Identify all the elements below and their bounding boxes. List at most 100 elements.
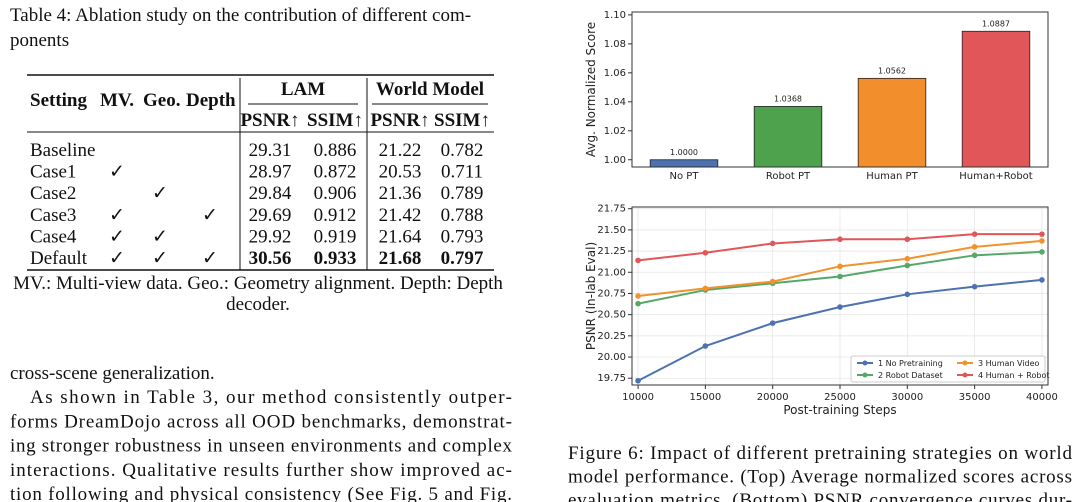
x-tick-label: Human PT — [866, 171, 918, 182]
figure-caption: model performance. (Top) Average normali… — [568, 467, 1072, 488]
table-cell: 29.84 — [249, 183, 292, 204]
x-axis-label: Post-training Steps — [783, 403, 896, 417]
table-note: MV.: Multi-view data. Geo.: Geometry ali… — [13, 273, 503, 294]
legend-swatch — [962, 360, 968, 366]
data-point — [904, 262, 911, 269]
data-point — [769, 240, 776, 247]
table-cell: Case4 — [30, 226, 77, 247]
table-caption: Table 4: Ablation study on the contribut… — [10, 5, 471, 26]
y-tick-label: 1.10 — [604, 10, 626, 21]
table-cell: 0.793 — [441, 226, 484, 247]
y-tick-label: 1.06 — [604, 68, 626, 79]
plot-frame — [631, 11, 1049, 168]
data-point — [702, 249, 709, 256]
y-tick-label: 21.75 — [597, 204, 626, 215]
body-text: tion following and physical consistency … — [10, 484, 512, 502]
body-text: interactions. Qualitative results furthe… — [10, 460, 512, 481]
table-cell: 28.97 — [249, 162, 292, 183]
figure-caption: Figure 6: Impact of different pretrainin… — [568, 443, 1073, 464]
y-tick-label: 21.00 — [597, 267, 626, 278]
table-cell: 21.42 — [379, 205, 422, 226]
table-cell: 0.886 — [314, 140, 357, 161]
y-tick-label: 1.00 — [604, 155, 626, 166]
table-subheader: PSNR↑ — [370, 110, 429, 131]
data-point — [1039, 238, 1045, 244]
y-axis-label: PSNR (In-lab Eval) — [584, 242, 598, 350]
y-tick-label: 20.00 — [597, 352, 626, 363]
y-tick-label: 21.50 — [597, 225, 626, 236]
table-cell: 0.788 — [441, 205, 484, 226]
data-point — [635, 293, 641, 299]
body-text: As shown in Table 3, our method consiste… — [30, 387, 512, 408]
body-text: forms DreamDojo across all OOD benchmark… — [10, 411, 512, 432]
table-cell: 21.22 — [379, 140, 422, 161]
legend-label: 3 Human Video — [978, 359, 1040, 368]
data-point — [837, 304, 843, 310]
data-point — [635, 257, 641, 264]
data-point — [904, 236, 911, 243]
bar — [649, 159, 719, 168]
bar — [857, 77, 927, 168]
table-cell: 0.933 — [314, 248, 357, 269]
table-cell: Case2 — [30, 183, 76, 204]
y-tick-label: 1.08 — [604, 39, 626, 50]
data-point — [904, 255, 911, 262]
value-label: 1.0000 — [670, 148, 698, 157]
table-cell: 29.69 — [249, 205, 292, 226]
table-cell: Case3 — [30, 205, 76, 226]
data-point — [702, 343, 709, 349]
table-cell: Default — [30, 248, 88, 269]
table-cell: ✓ — [109, 205, 125, 226]
x-tick-label: 40000 — [1026, 392, 1058, 403]
value-label: 1.0562 — [878, 66, 906, 75]
data-point — [971, 244, 978, 250]
table-cell: Baseline — [30, 140, 95, 161]
data-point — [1039, 231, 1045, 237]
table-cell: 30.56 — [249, 248, 292, 269]
table-cell: 29.92 — [249, 226, 292, 247]
table-cell: 29.31 — [249, 140, 292, 161]
x-tick-label: 35000 — [959, 392, 991, 403]
table-cell: ✓ — [152, 183, 168, 204]
y-tick-label: 19.75 — [597, 373, 626, 384]
table-cell: 21.64 — [379, 226, 422, 247]
legend-label: 4 Human + Robot — [978, 371, 1049, 380]
data-point — [904, 291, 911, 298]
data-point — [971, 283, 978, 290]
table-cell: ✓ — [152, 226, 168, 247]
data-point — [971, 252, 978, 259]
legend-swatch — [962, 372, 968, 378]
table-cell: 0.789 — [441, 183, 484, 204]
x-tick-label: No PT — [670, 171, 700, 182]
table-cell: 0.797 — [441, 248, 484, 269]
y-tick-label: 1.04 — [604, 97, 626, 108]
data-point — [1039, 277, 1045, 283]
figure-caption: evaluation metrics. (Bottom) PSNR conver… — [568, 490, 1072, 502]
table-cell: 0.906 — [314, 183, 357, 204]
table-header: MV. — [100, 90, 134, 111]
table-cell: Case1 — [30, 162, 76, 183]
value-label: 1.0368 — [774, 94, 802, 103]
data-point — [635, 300, 641, 307]
data-point — [702, 285, 709, 292]
data-point — [635, 377, 641, 384]
y-tick-label: 21.25 — [597, 246, 626, 257]
x-tick-label: 10000 — [622, 392, 654, 403]
bar — [961, 30, 1031, 168]
data-point — [1039, 249, 1045, 255]
table-group: World Model — [376, 79, 484, 100]
y-tick-label: 20.75 — [597, 288, 626, 299]
data-point — [769, 278, 776, 285]
y-tick-label: 20.50 — [597, 310, 626, 321]
table-cell: 0.711 — [441, 162, 483, 183]
table-cell: 0.872 — [314, 162, 357, 183]
table-cell: 21.68 — [379, 248, 422, 269]
data-point — [837, 236, 843, 243]
table-cell: 20.53 — [379, 162, 422, 183]
table-subheader: SSIM↑ — [434, 110, 490, 131]
table-group: LAM — [281, 79, 325, 100]
legend-swatch — [862, 360, 868, 366]
table-note: decoder. — [226, 294, 290, 315]
table-caption: ponents — [10, 30, 69, 51]
